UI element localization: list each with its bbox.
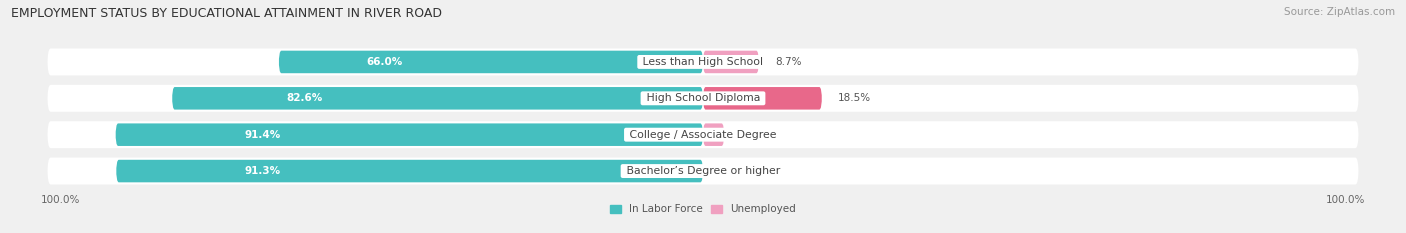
Text: 66.0%: 66.0% <box>367 57 404 67</box>
Text: Bachelor’s Degree or higher: Bachelor’s Degree or higher <box>623 166 783 176</box>
Text: High School Diploma: High School Diploma <box>643 93 763 103</box>
Text: EMPLOYMENT STATUS BY EDUCATIONAL ATTAINMENT IN RIVER ROAD: EMPLOYMENT STATUS BY EDUCATIONAL ATTAINM… <box>11 7 443 20</box>
FancyBboxPatch shape <box>278 51 703 73</box>
Text: 8.7%: 8.7% <box>775 57 801 67</box>
Text: 0.0%: 0.0% <box>718 166 745 176</box>
Text: Source: ZipAtlas.com: Source: ZipAtlas.com <box>1284 7 1395 17</box>
FancyBboxPatch shape <box>48 85 1358 112</box>
FancyBboxPatch shape <box>172 87 703 110</box>
Text: 91.4%: 91.4% <box>245 130 281 140</box>
FancyBboxPatch shape <box>48 48 1358 75</box>
FancyBboxPatch shape <box>117 160 703 182</box>
Legend: In Labor Force, Unemployed: In Labor Force, Unemployed <box>606 200 800 219</box>
Text: 18.5%: 18.5% <box>838 93 872 103</box>
FancyBboxPatch shape <box>48 158 1358 185</box>
FancyBboxPatch shape <box>703 123 724 146</box>
Text: 91.3%: 91.3% <box>245 166 281 176</box>
FancyBboxPatch shape <box>703 51 759 73</box>
FancyBboxPatch shape <box>703 87 823 110</box>
Text: College / Associate Degree: College / Associate Degree <box>626 130 780 140</box>
Text: 82.6%: 82.6% <box>287 93 323 103</box>
Text: 3.3%: 3.3% <box>741 130 766 140</box>
FancyBboxPatch shape <box>115 123 703 146</box>
Text: Less than High School: Less than High School <box>640 57 766 67</box>
FancyBboxPatch shape <box>48 121 1358 148</box>
